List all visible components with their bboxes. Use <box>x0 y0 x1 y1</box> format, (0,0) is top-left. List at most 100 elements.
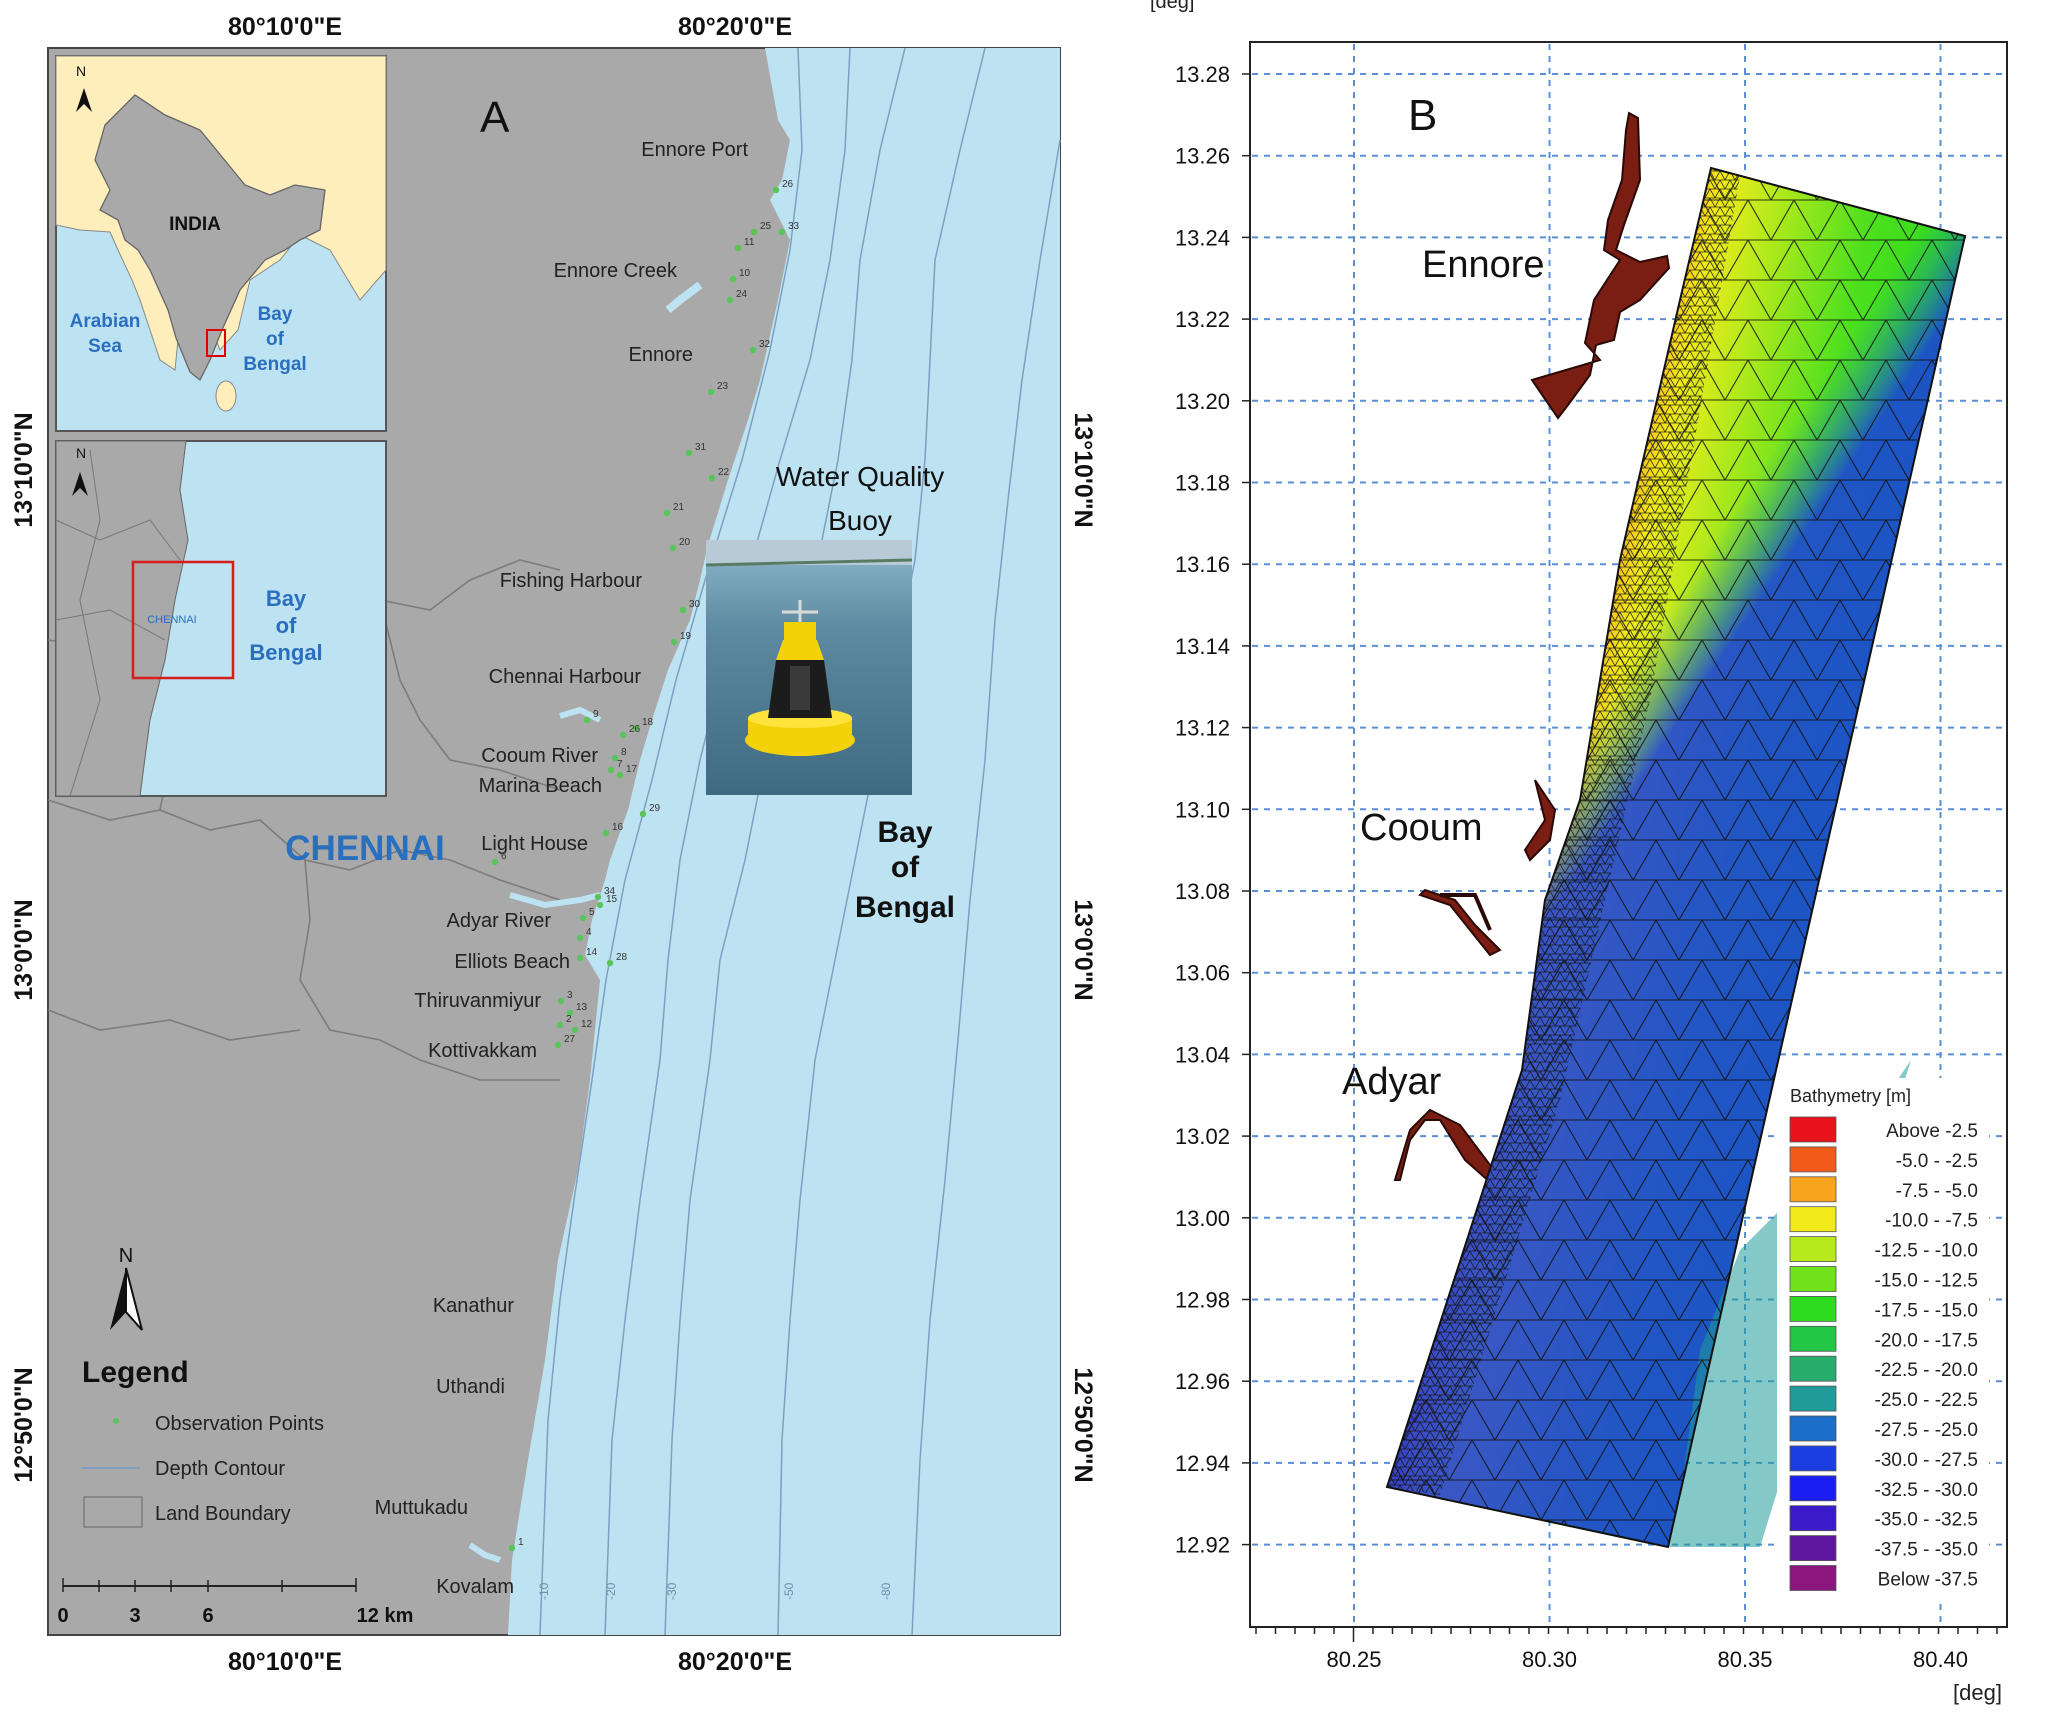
x-tick-label: 80.40 <box>1913 1647 1968 1672</box>
svg-text:Uthandi: Uthandi <box>436 1376 505 1398</box>
observation-point-id: 21 <box>673 502 685 513</box>
legend-swatch <box>1789 1445 1837 1472</box>
observation-point <box>778 228 786 236</box>
svg-text:Ennore: Ennore <box>1422 244 1545 286</box>
observation-point <box>594 893 602 901</box>
observation-point <box>749 346 757 354</box>
sea-label: Bay of Bengal <box>855 816 955 924</box>
x-tick-label: 80.25 <box>1326 1647 1381 1672</box>
y-tick-label: 13.00 <box>1175 1206 1230 1231</box>
observation-point <box>772 186 780 194</box>
y-tick-label: 12.92 <box>1175 1533 1230 1558</box>
observation-point <box>679 606 687 614</box>
observation-point <box>663 509 671 517</box>
observation-point-id: 33 <box>788 221 800 232</box>
svg-text:Arabian: Arabian <box>70 311 141 332</box>
svg-text:-20: -20 <box>604 1582 618 1600</box>
legend-swatch <box>1789 1415 1837 1442</box>
legend-label: -20.0 - -17.5 <box>1875 1330 1979 1351</box>
observation-point <box>571 1026 579 1034</box>
y-tick-label: 13.12 <box>1175 716 1230 741</box>
lat-label-left: 13°10'0"N <box>10 412 38 527</box>
depth-contours <box>539 47 1061 1636</box>
observation-point <box>685 449 693 457</box>
svg-text:Ennore Port: Ennore Port <box>641 139 748 161</box>
observation-point-id: 20 <box>679 537 691 548</box>
observation-point-id: 31 <box>695 442 707 453</box>
observation-point-id: 14 <box>586 947 598 958</box>
observation-point <box>556 1021 564 1029</box>
y-axis-unit: [deg] <box>1150 0 1194 13</box>
legend-swatch <box>1789 1116 1837 1143</box>
rivers <box>468 706 602 1563</box>
svg-text:Marina Beach: Marina Beach <box>479 775 602 797</box>
legend-swatch <box>1789 1146 1837 1173</box>
observation-point-id: 12 <box>581 1019 593 1030</box>
y-tick-label: 13.18 <box>1175 471 1230 496</box>
observation-point <box>729 275 737 283</box>
svg-text:Elliots Beach: Elliots Beach <box>454 951 570 973</box>
svg-text:Thiruvanmiyur: Thiruvanmiyur <box>414 990 541 1012</box>
legend-swatch <box>1789 1236 1837 1262</box>
observation-point-id: 29 <box>649 803 661 814</box>
legend-label: -30.0 - -27.5 <box>1875 1450 1979 1471</box>
observation-point-id: 10 <box>739 268 751 279</box>
observation-point-id: 22 <box>718 467 730 478</box>
legend-label: Below -37.5 <box>1878 1570 1978 1591</box>
y-tick-label: 13.20 <box>1175 389 1230 414</box>
panel-b-label: B <box>1408 91 1437 140</box>
svg-text:Bay: Bay <box>258 304 293 325</box>
svg-text:Kovalam: Kovalam <box>436 1576 514 1598</box>
y-tick-label: 13.10 <box>1175 797 1230 822</box>
svg-text:3: 3 <box>129 1605 140 1627</box>
inset-bay-label: Bay of Bengal <box>249 586 322 665</box>
legend-label: -37.5 - -35.0 <box>1875 1540 1979 1561</box>
observation-point <box>750 228 758 236</box>
legend-swatch <box>1789 1325 1837 1352</box>
svg-text:Bengal: Bengal <box>249 640 322 665</box>
sea-area <box>508 48 1060 1635</box>
observation-point <box>726 296 734 304</box>
x-tick-labels: 80.25 80.30 80.35 80.40 <box>1326 1647 1968 1672</box>
observation-point <box>554 1041 562 1049</box>
axis-ticks <box>1242 73 1998 1642</box>
lon-label-top: 80°20'0"E <box>678 13 792 41</box>
observation-point-id: 25 <box>760 221 772 232</box>
legend-swatch <box>1789 1176 1837 1203</box>
svg-text:Bengal: Bengal <box>243 354 306 375</box>
panel-b-plot <box>1242 41 2008 1642</box>
svg-text:-80: -80 <box>879 1582 893 1600</box>
observation-point-id: 6 <box>501 851 507 862</box>
svg-text:Adyar River: Adyar River <box>447 910 552 932</box>
legend-label: -7.5 - -5.0 <box>1896 1181 1978 1202</box>
observation-point <box>632 724 640 732</box>
inset-country-label: INDIA <box>169 214 221 235</box>
observation-point-id: 19 <box>680 631 692 642</box>
svg-text:Adyar: Adyar <box>1342 1061 1442 1103</box>
legend-label: -10.0 - -7.5 <box>1885 1211 1978 1232</box>
y-tick-label: 13.24 <box>1175 225 1230 250</box>
legend-label: -15.0 - -12.5 <box>1875 1271 1979 1292</box>
observation-point <box>616 771 624 779</box>
observation-point-id: 2 <box>566 1014 572 1025</box>
y-tick-label: 12.94 <box>1175 1451 1230 1476</box>
y-tick-labels: 13.28 13.26 13.24 13.22 13.20 13.18 13.16 13.14… <box>1175 62 1230 1558</box>
scalebar: 0 3 6 12 km <box>57 1578 413 1627</box>
legend-swatch <box>1789 1385 1837 1412</box>
legend-label: Above -2.5 <box>1886 1121 1978 1142</box>
observation-point-id: 8 <box>621 747 627 758</box>
svg-text:0: 0 <box>57 1605 68 1627</box>
lat-label-right: 12°50'0"N <box>1069 1367 1097 1482</box>
y-tick-label: 13.08 <box>1175 879 1230 904</box>
y-tick-label: 13.26 <box>1175 144 1230 169</box>
y-tick-label: 13.06 <box>1175 961 1230 986</box>
panel-b-place-labels: Ennore Cooum Adyar <box>1342 244 1545 1103</box>
observation-point <box>606 959 614 967</box>
svg-text:of: of <box>891 851 920 884</box>
inset-sea-labels: Arabian Sea Bay of Bengal <box>70 304 307 375</box>
map-legend: Legend Observation Points Depth Contour … <box>82 1356 324 1528</box>
y-tick-label: 13.16 <box>1175 552 1230 577</box>
legend-label: -12.5 - -10.0 <box>1875 1241 1979 1262</box>
svg-text:Light House: Light House <box>481 833 588 855</box>
